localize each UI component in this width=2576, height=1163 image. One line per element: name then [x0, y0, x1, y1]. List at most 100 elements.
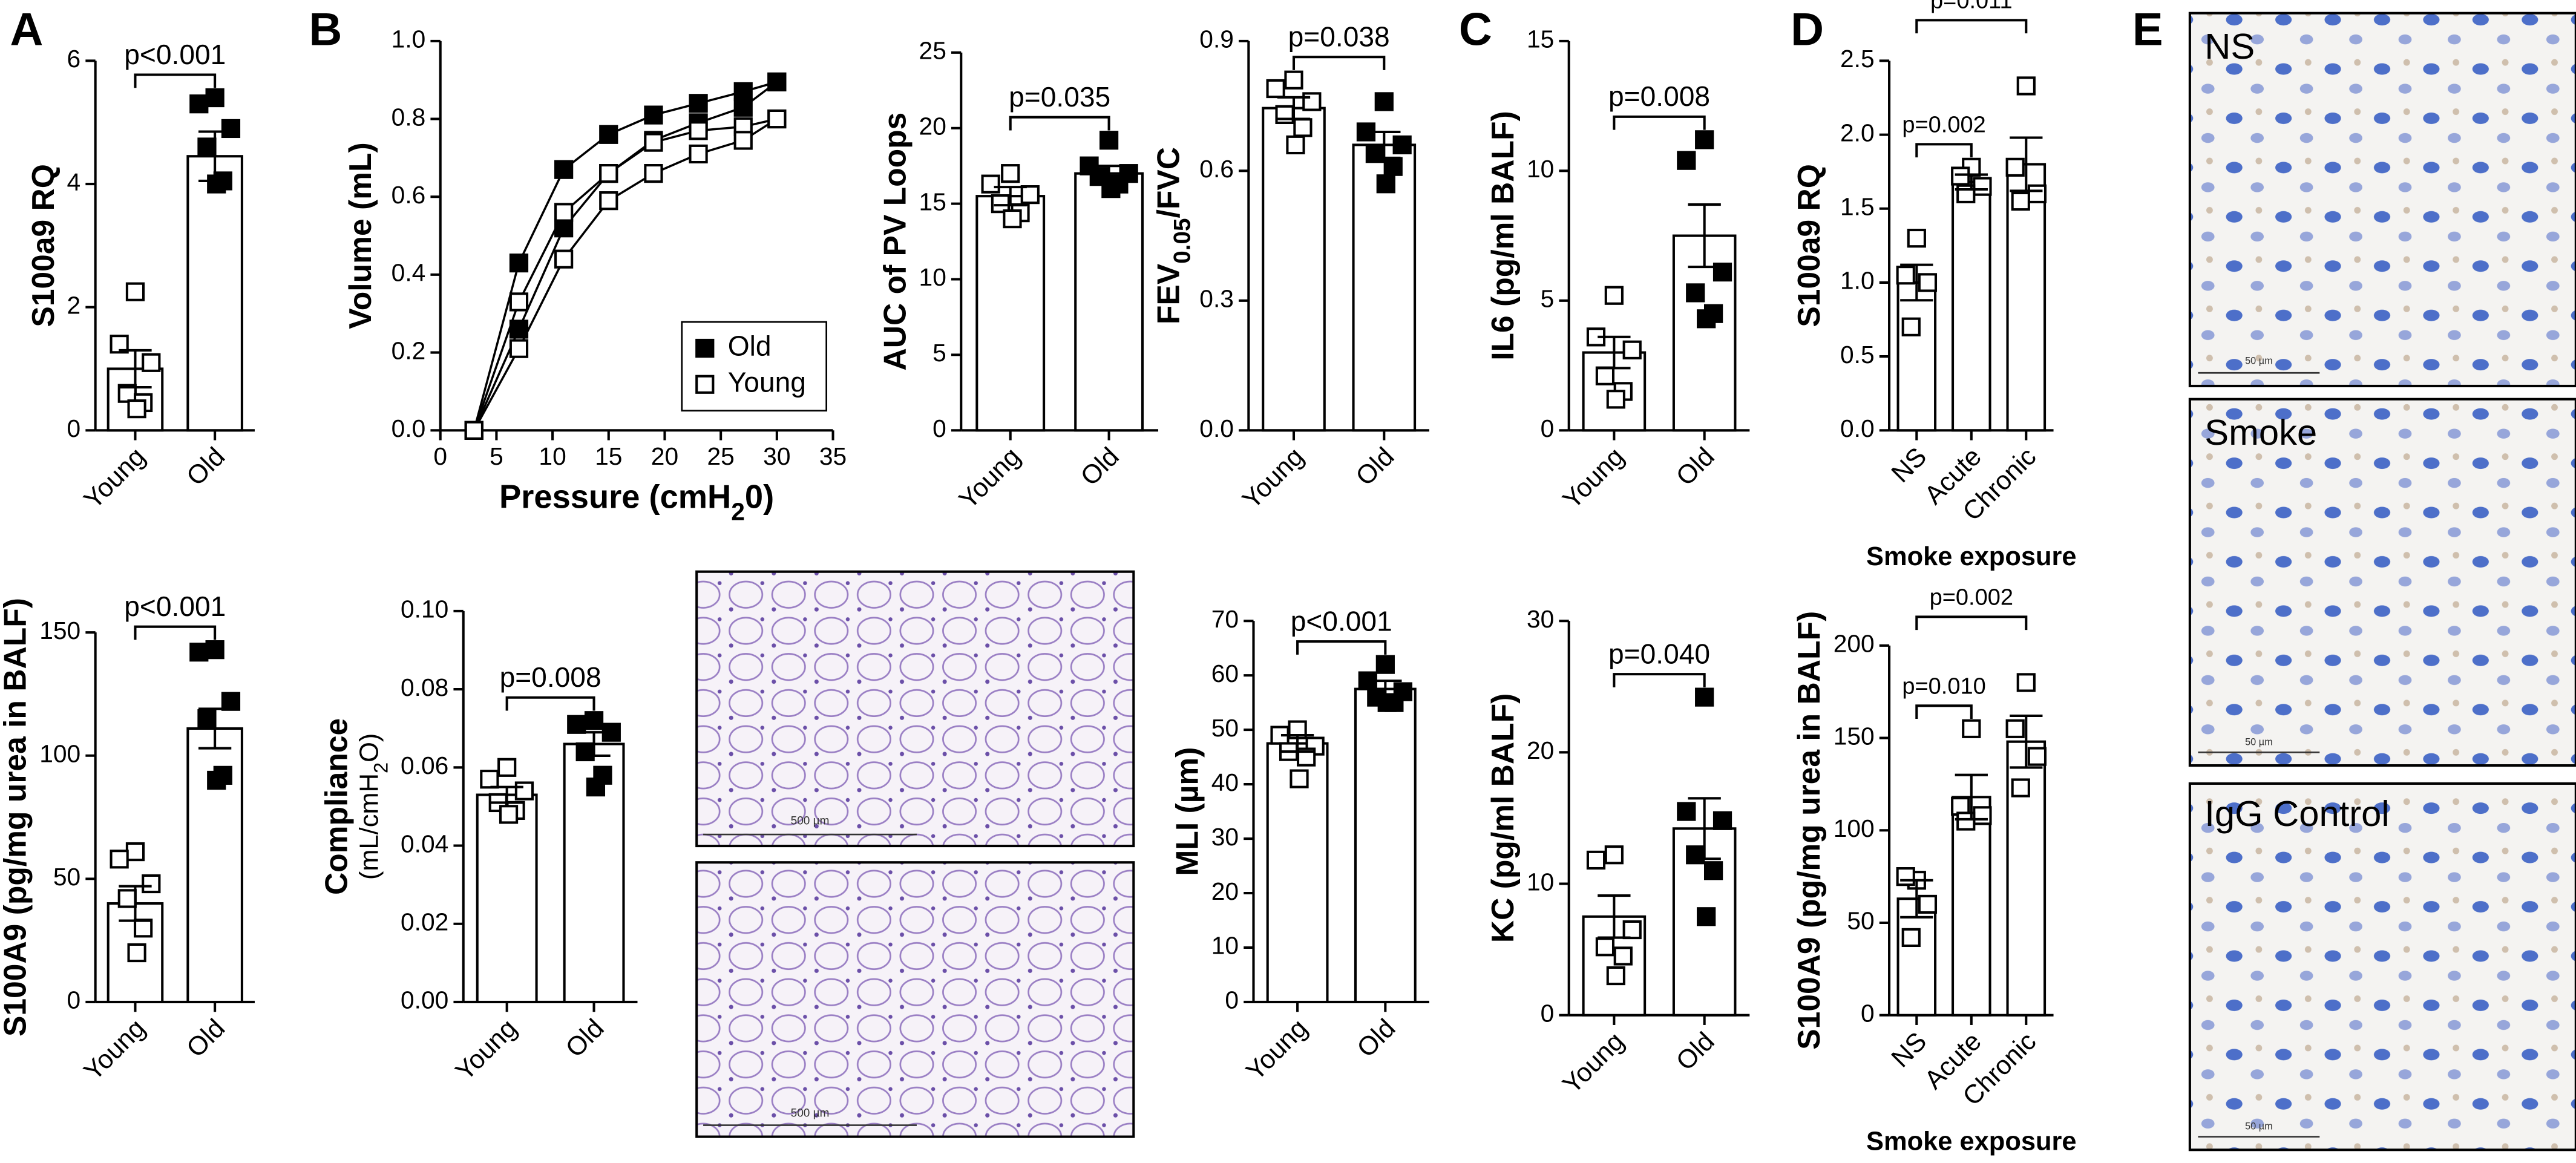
y-tick-label: 0.0: [1840, 414, 1875, 442]
p-value: p=0.008: [1608, 80, 1710, 112]
error-bar: [1598, 894, 1631, 939]
data-point: [1099, 131, 1119, 150]
data-point: [1918, 273, 1938, 292]
x-axis-title-part: Pressure (cmH: [499, 479, 731, 516]
y-tick-label: 0.2: [392, 336, 426, 364]
y-tick-label: 10: [1527, 155, 1554, 183]
y-tick-label: 25: [919, 37, 946, 65]
y-tick-label: 0.0: [392, 414, 426, 442]
y-axis-title: S100A9 (pg/mg urea in BALF): [1791, 611, 1826, 1050]
data-point: [644, 133, 663, 152]
data-point: [689, 144, 708, 164]
data-point: [644, 105, 663, 125]
y-tick-label: 0: [67, 414, 81, 442]
legend-label: Old: [728, 330, 772, 362]
legend-box: [681, 321, 828, 412]
bar: [1952, 180, 1991, 432]
x-tick-label: Young: [79, 442, 151, 514]
x-tick-label: 30: [763, 442, 790, 470]
y-tick-label: 20: [919, 112, 946, 140]
y-tick-label: 0.06: [401, 752, 448, 779]
data-point: [1293, 118, 1313, 137]
y-tick-label: 30: [1527, 605, 1554, 633]
y-tick-label: 5: [1541, 285, 1555, 313]
x-tick-label: Old: [181, 1014, 231, 1063]
legend-label: Young: [728, 366, 806, 398]
x-tick-label: Old: [560, 1014, 610, 1063]
data-point: [1606, 966, 1625, 986]
x-tick-label: Young: [79, 1014, 151, 1086]
y-tick-label: 0.6: [1199, 155, 1234, 183]
p-value: p<0.001: [124, 39, 226, 70]
y-axis-title: AUC of PV Loops: [877, 113, 912, 371]
legend-marker: [695, 338, 715, 358]
y-tick-label: 40: [1211, 768, 1239, 796]
panel-label: E: [2132, 4, 2163, 55]
data-point: [1622, 340, 1642, 359]
significance-bracket: [134, 625, 217, 640]
x-axis-title-part: 2: [731, 497, 745, 525]
data-point: [2005, 157, 2025, 177]
y-axis-subtitle-part: (mL/cmH: [355, 773, 384, 880]
x-tick-label: Young: [1557, 1027, 1630, 1099]
data-point: [689, 94, 708, 113]
data-point: [554, 203, 574, 222]
y-tick-label: 150: [39, 617, 80, 644]
error-bar: [1955, 773, 1988, 821]
y-axis-title: Compliance: [318, 718, 353, 895]
data-point: [125, 842, 145, 862]
data-point: [1951, 166, 1970, 186]
significance-bracket: [1292, 56, 1386, 70]
data-point: [2016, 76, 2036, 96]
y-axis-title-part: /FVC: [1150, 147, 1185, 218]
data-point: [1677, 151, 1696, 170]
x-tick-label: Young: [954, 442, 1026, 514]
data-point: [733, 97, 753, 117]
significance-bracket: [505, 696, 595, 711]
y-tick-label: 0.6: [392, 181, 426, 209]
y-axis-title-part: Compliance: [318, 718, 353, 895]
y-tick-label: 0.0: [1199, 414, 1234, 442]
significance-bracket: [1296, 640, 1387, 655]
data-point: [110, 850, 129, 869]
bar: [476, 793, 538, 1003]
histology-image: [695, 570, 1135, 848]
data-point: [1712, 811, 1732, 830]
data-point: [2005, 719, 2025, 738]
y-axis-title-part: 0.05: [1169, 218, 1195, 264]
error-bar: [577, 731, 611, 757]
y-axis-title-part: FEV: [1150, 263, 1185, 324]
error-bar: [1598, 335, 1631, 370]
x-axis-title-part: Smoke exposure: [1866, 1127, 2077, 1156]
data-point: [733, 131, 753, 150]
scale-bar-label: 50 µm: [2245, 736, 2273, 747]
data-point: [554, 249, 574, 269]
y-tick-label: 50: [1847, 907, 1874, 935]
error-bar: [1688, 203, 1721, 269]
y-axis-title-part: IL6 (pg/ml BALF): [1484, 111, 1519, 360]
y-axis-title: MLI (µm): [1169, 747, 1204, 876]
data-point: [1622, 920, 1642, 940]
data-point: [1677, 802, 1696, 821]
bar: [1952, 796, 1991, 1017]
data-point: [509, 253, 529, 273]
y-tick-label: 0.02: [401, 908, 448, 935]
data-point: [142, 353, 161, 372]
x-tick-label: 5: [490, 442, 503, 470]
y-tick-label: 0: [1861, 999, 1875, 1027]
data-point: [1392, 135, 1412, 155]
data-point: [207, 174, 226, 194]
y-tick-label: 4: [67, 168, 81, 196]
data-point: [1365, 144, 1385, 163]
x-tick-label: NS: [1886, 442, 1933, 488]
data-point: [1695, 130, 1714, 149]
bar: [1896, 281, 1937, 432]
data-point: [991, 194, 1011, 214]
data-point: [599, 164, 618, 183]
y-tick-label: 10: [1527, 868, 1554, 896]
y-axis-subtitle: (mL/cmH2O): [355, 733, 392, 880]
y-tick-label: 0.10: [401, 595, 448, 623]
y-tick-label: 2.0: [1840, 119, 1875, 146]
y-tick-label: 0.00: [401, 986, 448, 1014]
